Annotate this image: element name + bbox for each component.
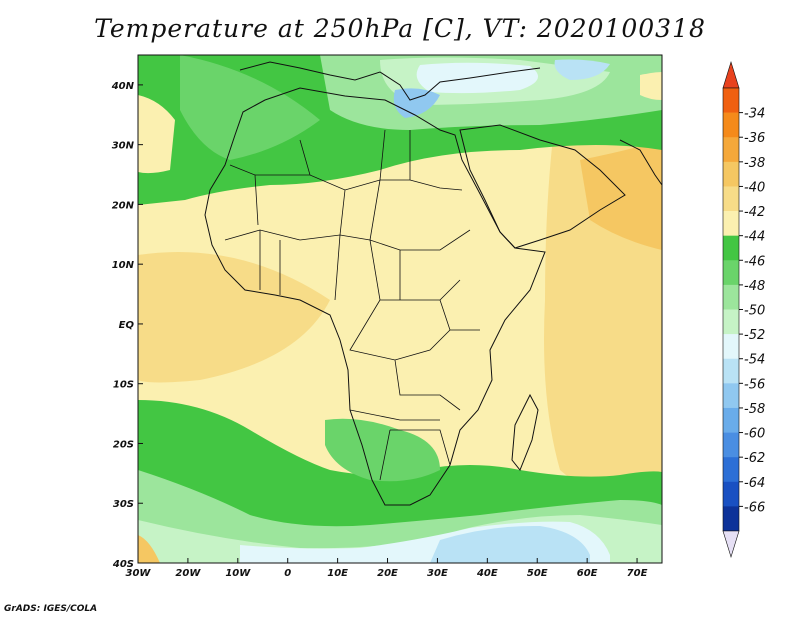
field-band-54-med — [416, 62, 538, 94]
colorbar-label: -36 — [744, 131, 765, 146]
colorbar-swatch — [723, 383, 739, 409]
colorbar-label: -40 — [744, 180, 765, 195]
madagascar-coastline — [511, 393, 539, 471]
x-tick-label: 40E — [476, 568, 498, 579]
map-field — [138, 55, 662, 563]
colorbar-label: -54 — [744, 353, 765, 368]
colorbar: -34 -36 -38 -40 -42 -44 -46 -48 -50 -52 -54 -56 -58 -… — [722, 60, 765, 559]
x-tick-label: 0 — [284, 568, 291, 579]
field-band-48-north-west — [180, 55, 320, 160]
y-tick-label: 20N — [112, 200, 135, 211]
border-lines-south — [349, 299, 461, 481]
grads-credit: GrADS: IGES/COLA — [4, 604, 98, 614]
colorbar-label: -58 — [744, 402, 765, 417]
colorbar-label: -56 — [744, 377, 765, 392]
europe-coastline — [239, 61, 541, 101]
border-lines-central — [299, 229, 480, 331]
y-tick-label: 30S — [113, 499, 134, 510]
colorbar-swatch — [723, 161, 739, 187]
colorbar-label: -46 — [744, 254, 765, 269]
colorbar-swatch — [723, 432, 739, 458]
colorbar-swatch — [723, 112, 739, 138]
x-tick-label: 10E — [327, 568, 348, 579]
field-band-44-atlantic-notch — [138, 95, 175, 174]
colorbar-label: -38 — [744, 156, 765, 171]
field-band-42-gulf-guinea — [138, 300, 195, 370]
colorbar-swatch — [723, 309, 739, 335]
colorbar-label: -62 — [744, 451, 765, 466]
colorbar-label: -48 — [744, 279, 765, 294]
x-tick-label: 30E — [427, 568, 448, 579]
field-band-56-south — [430, 525, 590, 563]
map-title: Temperature at 250hPa [C], VT: 202010031… — [94, 14, 706, 43]
colorbar-label: -44 — [744, 230, 765, 245]
colorbar-label: -50 — [744, 304, 765, 319]
colorbar-label: -42 — [744, 205, 765, 220]
field-band-44-ne — [640, 72, 662, 100]
colorbar-swatch — [723, 186, 739, 212]
x-tick-label: 20W — [175, 568, 201, 579]
colorbar-swatch — [723, 235, 739, 261]
field-band-48-south-africa — [325, 418, 440, 482]
colorbar-swatch — [723, 260, 739, 286]
axis-ticks: 30W 20W 10W 0 10E 20E 30E 40E 50E 60E 70E 40N 30N 20N… — [111, 81, 648, 579]
y-tick-label: 30N — [112, 141, 135, 152]
field-band-42-west-atlantic — [138, 252, 330, 383]
y-tick-label: 10N — [112, 260, 135, 271]
colorbar-swatch — [723, 88, 739, 113]
colorbar-label: -66 — [744, 500, 765, 515]
x-tick-label: 50E — [527, 568, 548, 579]
y-tick-label: 40N — [111, 81, 135, 92]
india-coastline — [619, 139, 662, 186]
colorbar-swatch — [723, 481, 739, 507]
colorbar-swatch — [723, 457, 739, 483]
x-tick-label: 70E — [627, 568, 648, 579]
border-lines-west — [224, 164, 301, 295]
y-tick-label: 10S — [113, 380, 134, 391]
y-tick-label: EQ — [119, 320, 135, 331]
colorbar-label: -60 — [744, 427, 765, 442]
colorbar-bottom-arrow — [722, 530, 740, 559]
colorbar-swatch — [723, 137, 739, 163]
colorbar-label: -52 — [744, 328, 765, 343]
x-tick-label: 30W — [126, 568, 152, 579]
y-tick-label: 20S — [113, 439, 134, 450]
colorbar-swatch — [723, 211, 739, 236]
x-tick-label: 20E — [377, 568, 398, 579]
field-band-56-caspian — [554, 59, 610, 80]
y-tick-label: 40S — [112, 559, 134, 570]
arabia-coastline — [459, 124, 626, 249]
colorbar-label: -64 — [744, 476, 765, 491]
map-frame — [137, 54, 663, 564]
border-lines-north — [255, 129, 463, 241]
field-band-40-sw-corner — [138, 535, 160, 563]
colorbar-swatch — [723, 284, 739, 310]
x-tick-label: 60E — [577, 568, 598, 579]
colorbar-label: -34 — [744, 107, 765, 122]
country-borders — [224, 129, 480, 481]
colorbar-swatch — [723, 358, 739, 384]
colorbar-top-arrow — [722, 60, 740, 89]
colorbar-swatch — [723, 506, 739, 532]
field-band-40-arabia — [580, 140, 662, 250]
colorbar-swatch — [723, 334, 739, 360]
x-tick-label: 10W — [225, 568, 251, 579]
colorbar-swatch — [723, 407, 739, 433]
